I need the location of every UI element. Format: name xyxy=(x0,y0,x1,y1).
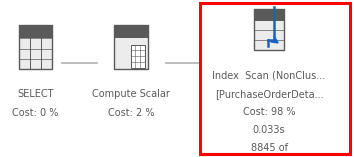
Text: Cost: 0 %: Cost: 0 % xyxy=(12,108,59,118)
Bar xyxy=(131,45,145,68)
Bar xyxy=(114,25,148,69)
Text: [PurchaseOrderDeta...: [PurchaseOrderDeta... xyxy=(215,89,323,99)
Text: Cost: 2 %: Cost: 2 % xyxy=(108,108,154,118)
Bar xyxy=(19,25,52,38)
Bar xyxy=(254,9,284,21)
Bar xyxy=(19,25,52,69)
Text: SELECT: SELECT xyxy=(17,89,54,100)
Text: Compute Scalar: Compute Scalar xyxy=(92,89,170,100)
Bar xyxy=(254,9,284,50)
Text: Cost: 98 %: Cost: 98 % xyxy=(243,107,295,117)
Text: 0.033s: 0.033s xyxy=(253,125,285,135)
Text: 8845 of: 8845 of xyxy=(251,143,287,153)
Text: Index  Scan (NonClus...: Index Scan (NonClus... xyxy=(212,71,326,81)
Bar xyxy=(200,3,350,154)
Bar xyxy=(114,25,148,38)
